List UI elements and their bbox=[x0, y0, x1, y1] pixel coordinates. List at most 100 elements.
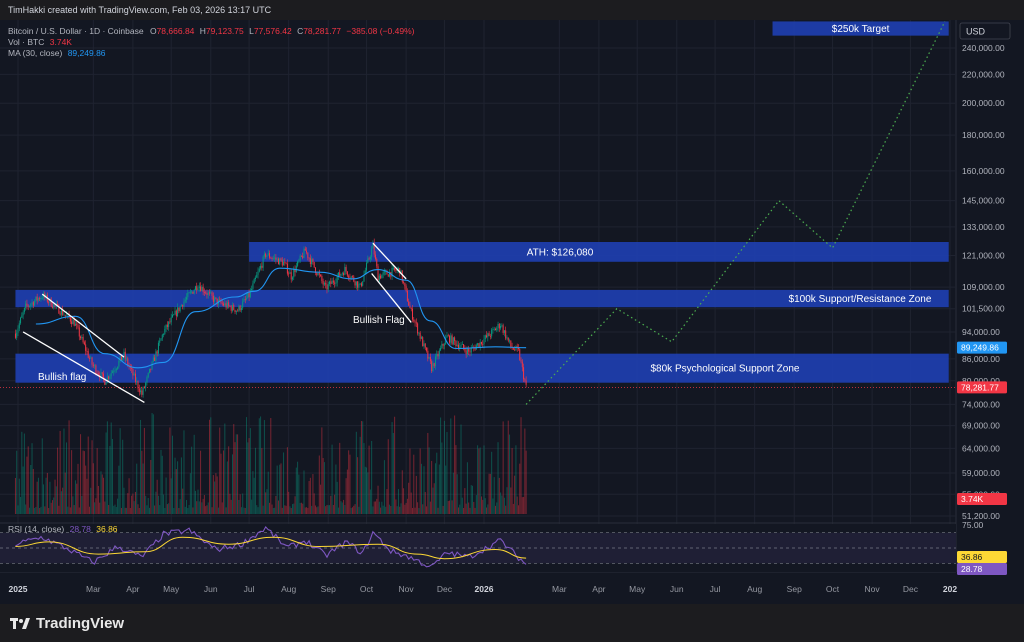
x-tick-label: Mar bbox=[86, 584, 101, 594]
volume-bar bbox=[94, 502, 96, 514]
volume-bar bbox=[470, 485, 472, 514]
candle-body bbox=[228, 302, 230, 306]
volume-bar bbox=[377, 485, 379, 514]
candle-body bbox=[62, 309, 64, 315]
volume-bar bbox=[188, 504, 190, 514]
candle-body bbox=[509, 340, 511, 342]
volume-bar bbox=[126, 507, 128, 514]
volume-bar bbox=[136, 463, 138, 514]
volume-bar bbox=[123, 487, 125, 514]
candle-body bbox=[409, 305, 411, 309]
volume-bar bbox=[449, 500, 451, 514]
candle-body bbox=[173, 314, 175, 316]
candle-body bbox=[156, 351, 158, 354]
y-tick-label: 59,000.00 bbox=[962, 468, 1000, 478]
candle-body bbox=[311, 259, 313, 265]
candle-body bbox=[16, 332, 18, 338]
candle-body bbox=[369, 256, 371, 260]
candle-body bbox=[392, 267, 394, 269]
chart-credit: TimHakki created with TradingView.com, F… bbox=[0, 0, 1024, 20]
currency-label[interactable]: USD bbox=[966, 27, 986, 37]
candle-body bbox=[510, 340, 512, 347]
volume-bar bbox=[247, 442, 249, 514]
legend-symbol: Bitcoin / U.S. Dollar · 1D · Coinbase bbox=[8, 26, 144, 36]
volume-bar bbox=[517, 505, 519, 514]
volume-bar bbox=[77, 463, 79, 514]
volume-bar bbox=[74, 480, 76, 514]
btc-chart[interactable]: $250k Target ATH: $126,080 $100k Support/R… bbox=[0, 20, 1024, 604]
volume-bar bbox=[428, 447, 430, 514]
volume-bar bbox=[344, 505, 346, 514]
candle-body bbox=[372, 242, 374, 249]
candle-body bbox=[431, 361, 433, 372]
volume-bar bbox=[192, 507, 194, 514]
candle-body bbox=[277, 258, 279, 265]
volume-bar bbox=[314, 505, 316, 514]
candle-body bbox=[161, 334, 163, 339]
candle-body bbox=[37, 298, 39, 301]
zone-labels: $250k Target ATH: $126,080 $100k Support/R… bbox=[527, 24, 932, 375]
chart-canvas[interactable]: $250k Target ATH: $126,080 $100k Support/R… bbox=[0, 20, 1024, 604]
candle-body bbox=[358, 284, 360, 288]
volume-bar bbox=[272, 507, 274, 514]
volume-bar bbox=[423, 466, 425, 514]
candle-body bbox=[279, 258, 281, 265]
candle-body bbox=[233, 304, 235, 310]
candle-body bbox=[171, 314, 173, 318]
currency-selector[interactable]: USD bbox=[959, 22, 1011, 40]
volume-bar bbox=[249, 428, 251, 514]
volume-bar bbox=[196, 501, 198, 514]
candle-body bbox=[76, 323, 78, 326]
legend-high-label: H bbox=[200, 26, 206, 36]
volume-bar bbox=[451, 500, 453, 514]
candle-body bbox=[367, 258, 369, 263]
volume-bar bbox=[483, 445, 485, 514]
volume-bar bbox=[363, 443, 365, 514]
volume-bar bbox=[323, 462, 325, 514]
x-tick-label: Aug bbox=[281, 584, 296, 594]
volume-bar bbox=[76, 483, 78, 514]
volume-bar bbox=[132, 493, 134, 514]
y-tick-label: 240,000.00 bbox=[962, 43, 1005, 53]
candle-body bbox=[449, 335, 451, 343]
volume-bar bbox=[198, 501, 200, 514]
volume-bar bbox=[415, 475, 417, 514]
volume-bar bbox=[37, 477, 39, 514]
candle-body bbox=[231, 304, 233, 311]
volume-bar bbox=[246, 417, 248, 514]
volume-bar bbox=[426, 506, 428, 514]
volume-bar bbox=[524, 428, 526, 514]
candle-body bbox=[314, 267, 316, 274]
candle-body bbox=[200, 286, 202, 291]
volume-bar bbox=[163, 494, 165, 514]
candle-body bbox=[524, 379, 526, 381]
volume-bar bbox=[212, 475, 214, 514]
zone-label-1: ATH: $126,080 bbox=[527, 247, 594, 258]
volume-bar bbox=[197, 489, 199, 514]
candle-body bbox=[422, 337, 424, 347]
volume-bar bbox=[341, 502, 343, 514]
candle-body bbox=[501, 325, 503, 327]
volume-bar bbox=[78, 507, 80, 514]
volume-bar bbox=[396, 506, 398, 514]
volume-bar bbox=[515, 445, 517, 514]
candle-body bbox=[488, 333, 490, 336]
candle-body bbox=[340, 274, 342, 276]
candle-body bbox=[91, 357, 93, 365]
candle-body bbox=[479, 341, 481, 347]
candle-body bbox=[226, 302, 228, 308]
candle-body bbox=[119, 356, 121, 361]
candle-body bbox=[63, 314, 65, 316]
volume-bar bbox=[387, 439, 389, 514]
volume-bar bbox=[367, 472, 369, 514]
volume-bar bbox=[127, 493, 129, 514]
candle-body bbox=[386, 271, 388, 275]
volume-bar bbox=[186, 500, 188, 514]
volume-bar bbox=[145, 495, 147, 514]
volume-bar bbox=[351, 507, 353, 514]
candle-body bbox=[457, 344, 459, 349]
x-tick-label: 202 bbox=[943, 584, 957, 594]
volume-bar bbox=[336, 481, 338, 514]
candle-body bbox=[332, 280, 334, 283]
volume-bar bbox=[519, 463, 521, 514]
